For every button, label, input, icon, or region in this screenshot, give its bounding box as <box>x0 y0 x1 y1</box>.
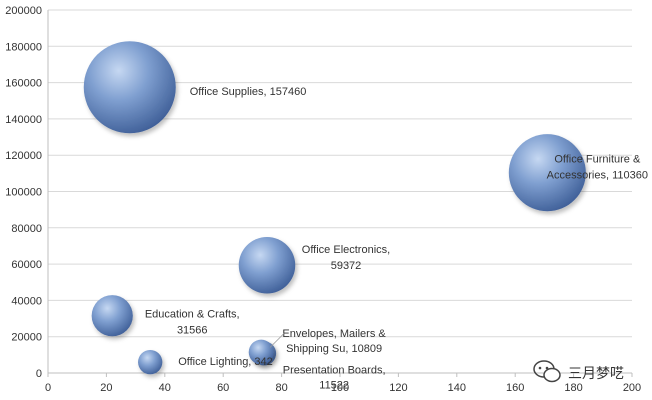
x-tick-label: 200 <box>623 382 641 394</box>
data-label: Office Lighting, 342 <box>178 356 273 368</box>
bubble-education-crafts <box>91 295 133 337</box>
label-leader-line <box>269 333 285 348</box>
data-label: 59372 <box>331 260 362 272</box>
x-tick-label: 180 <box>564 382 582 394</box>
data-label: 31566 <box>177 325 208 337</box>
x-tick-label: 160 <box>506 382 524 394</box>
y-tick-label: 120000 <box>5 150 42 162</box>
data-label: Education & Crafts, <box>145 309 240 321</box>
y-tick-label: 160000 <box>5 78 42 90</box>
bubbles <box>83 41 586 375</box>
data-label: Office Supplies, 157460 <box>190 86 307 98</box>
y-axis-ticks: 0 20000 40000 60000 80000 100000 120000 140000 1… <box>5 5 42 380</box>
y-tick-label: 0 <box>36 368 42 380</box>
bubble-office-electronics <box>238 236 296 294</box>
x-tick-label: 80 <box>275 382 287 394</box>
y-tick-label: 200000 <box>5 5 42 17</box>
wechat-icon <box>533 360 561 383</box>
y-tick-label: 180000 <box>5 41 42 53</box>
x-tick-label: 120 <box>389 382 407 394</box>
y-tick-label: 60000 <box>11 259 42 271</box>
x-tick-label: 40 <box>159 382 171 394</box>
bubble-office-furniture-accessories <box>508 134 586 212</box>
data-label: 11522 <box>319 380 349 392</box>
x-tick-label: 0 <box>45 382 51 394</box>
x-tick-label: 60 <box>217 382 229 394</box>
data-label: Shipping Su, 10809 <box>286 343 382 355</box>
x-tick-label: 140 <box>448 382 466 394</box>
data-label: Accessories, 110360 <box>547 170 648 182</box>
data-labels: Office Supplies, 157460 Office Furniture … <box>145 86 648 391</box>
y-tick-label: 80000 <box>11 223 42 235</box>
y-tick-label: 100000 <box>5 187 42 199</box>
data-label: Presentation Boards, <box>283 365 386 377</box>
data-label: Office Furniture & <box>554 154 641 166</box>
watermark-text: 三月梦呓 <box>568 366 624 382</box>
data-label: Office Electronics, <box>302 244 390 256</box>
y-tick-label: 40000 <box>11 295 42 307</box>
watermark: 三月梦呓 <box>533 360 624 383</box>
x-tick-label: 20 <box>100 382 112 394</box>
y-tick-label: 140000 <box>5 114 42 126</box>
bubble-office-supplies <box>83 41 176 134</box>
x-tick-label: 100 <box>331 382 349 394</box>
y-tick-label: 20000 <box>11 332 42 344</box>
bubble-office-lighting <box>138 349 163 375</box>
x-axis-ticks: 0 20 40 60 80 100 120 140 160 180 200 <box>45 382 641 394</box>
bubble-presentation-boards <box>248 339 274 365</box>
data-label: Envelopes, Mailers & <box>282 328 386 340</box>
